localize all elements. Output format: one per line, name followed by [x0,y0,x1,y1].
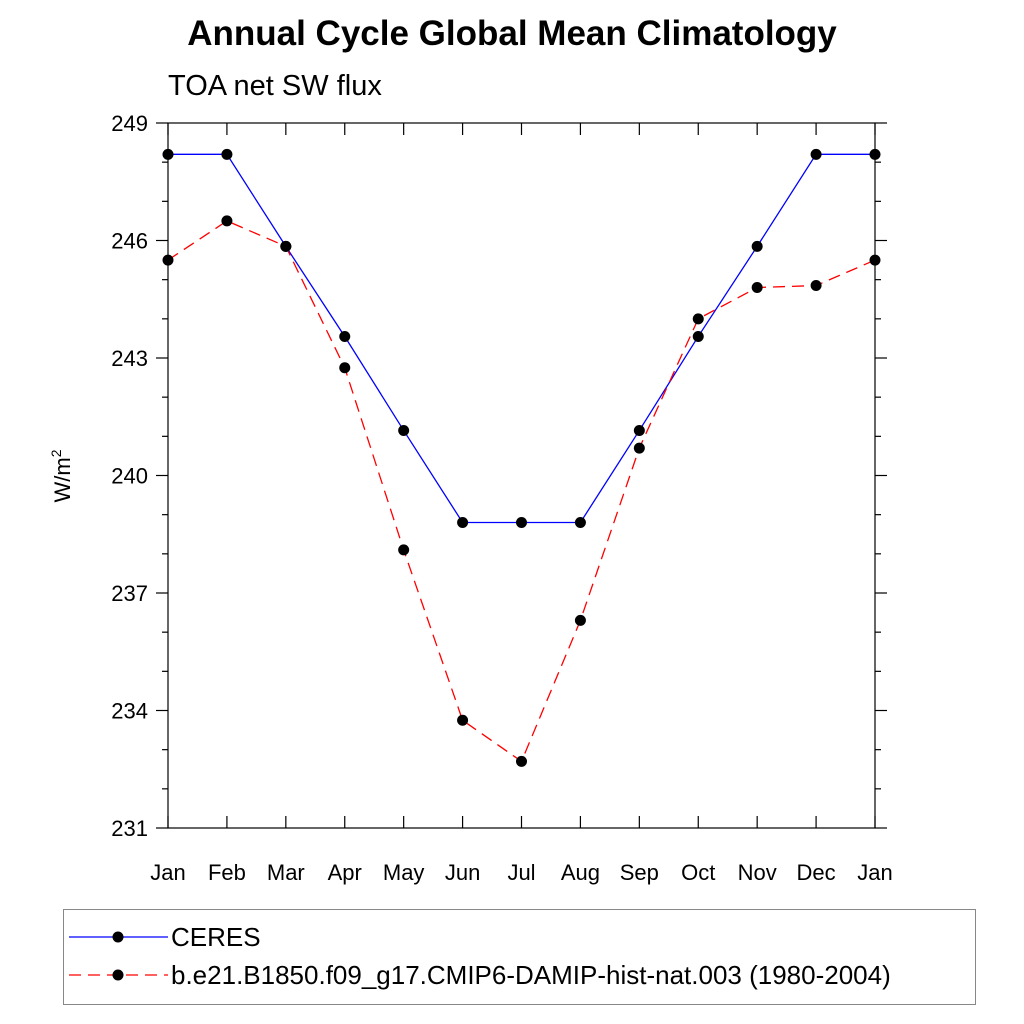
series-1-point [516,517,527,528]
series-2-point [751,282,763,293]
x-tick-label: May [383,860,425,885]
series-2-point [398,544,410,556]
x-tick-label: Jan [857,860,892,885]
legend-marker-2 [112,969,124,981]
series-1-point [221,148,233,160]
y-tick-label: 240 [111,464,148,489]
x-tick-label: Jan [150,860,185,885]
x-tick-label: Dec [797,860,836,885]
y-tick-label: 234 [111,699,148,724]
y-tick-label: 249 [111,111,148,136]
x-tick-label: Sep [620,860,659,885]
series-1-point [633,424,645,436]
series-2-point [221,215,233,227]
series-1-point [869,148,881,160]
legend [63,909,976,1005]
x-tick-label: Aug [561,860,600,885]
legend-marker-1 [112,931,124,943]
x-tick-label: Feb [208,860,246,885]
x-tick-label: Mar [267,860,305,885]
series-2-point [162,254,174,266]
series-1-point [339,330,351,342]
legend-label-1: CERES [171,922,261,952]
y-axis-label-text: W/m [50,457,75,502]
x-tick-label: Oct [681,860,715,885]
series-2-point [516,755,527,767]
series-2-point [339,362,351,374]
x-tick-label: Jul [507,860,535,885]
series-1-point [398,424,410,436]
y-axis-label-superscript: 2 [48,449,64,457]
series-2-point [280,240,292,252]
series-2-point [692,313,704,325]
y-tick-label: 237 [111,581,148,606]
legend-label-2: b.e21.B1850.f09_g17.CMIP6-DAMIP-hist-nat… [171,960,891,990]
series-2-point [574,614,586,626]
series-1-point [810,148,822,160]
x-tick-label: Apr [328,860,362,885]
x-tick-label: Jun [445,860,480,885]
y-tick-label: 231 [111,816,148,841]
series-2-point [457,714,469,726]
series-1-point [162,148,174,160]
series-1-point [751,240,763,252]
series-1-point [457,517,469,528]
chart-subtitle: TOA net SW flux [168,70,382,102]
series-2-point [869,254,881,266]
y-axis-label: W/m2 [48,449,75,502]
y-tick-label: 243 [111,346,148,371]
series-2-point [810,280,822,292]
x-tick-label: Nov [738,860,777,885]
y-tick-label: 246 [111,229,148,254]
series-2-point [633,442,645,454]
series-1-point [692,330,704,342]
chart-title: Annual Cycle Global Mean Climatology [187,14,837,53]
series-1-point [574,517,586,528]
